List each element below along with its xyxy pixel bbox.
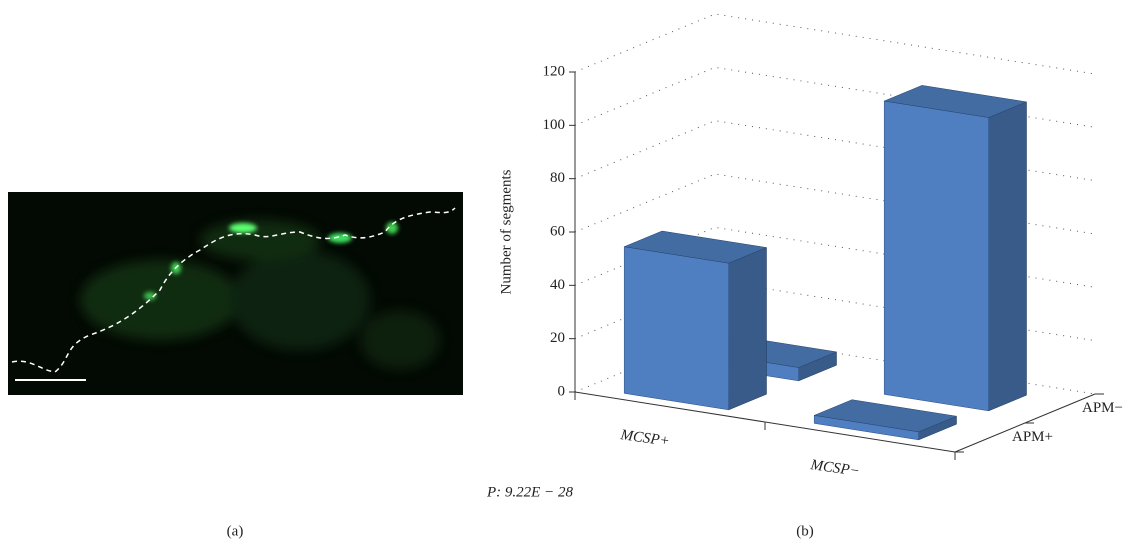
x-tick-label: MCSP− [809, 457, 861, 480]
grid-line [574, 13, 1096, 75]
bar-top [623, 230, 768, 264]
bar-top [883, 85, 1028, 118]
y-tick-label: 100 [543, 117, 566, 133]
bar-side [728, 247, 767, 411]
bar [813, 399, 958, 441]
chart: 0 20 40 60 80 100 120 MCSP+ MCSP− APM+ APM− Number … [486, 13, 1123, 500]
x-tick-label: MCSP+ [619, 427, 671, 450]
legend-label: APM+ [1012, 429, 1053, 445]
y-tick-label: 120 [543, 63, 566, 79]
panel-label: (a) [227, 523, 244, 539]
legend-label: APM− [1082, 400, 1123, 416]
annotation: P: 9.22E − 28 [486, 484, 573, 500]
panel-label: (b) [796, 523, 814, 539]
y-tick-label: 80 [550, 170, 565, 186]
y-axis-title: Number of segments [498, 169, 514, 294]
bar-side [988, 101, 1027, 412]
micrograph [8, 192, 463, 395]
y-tick-label: 0 [558, 383, 566, 399]
bar [883, 85, 1028, 412]
bar-front [883, 100, 989, 412]
bar-front [623, 246, 729, 411]
bar [623, 230, 768, 411]
y-tick-label: 20 [550, 330, 565, 346]
bar-top [813, 399, 958, 433]
y-tick-label: 40 [550, 277, 565, 293]
y-tick-label: 60 [550, 223, 565, 239]
